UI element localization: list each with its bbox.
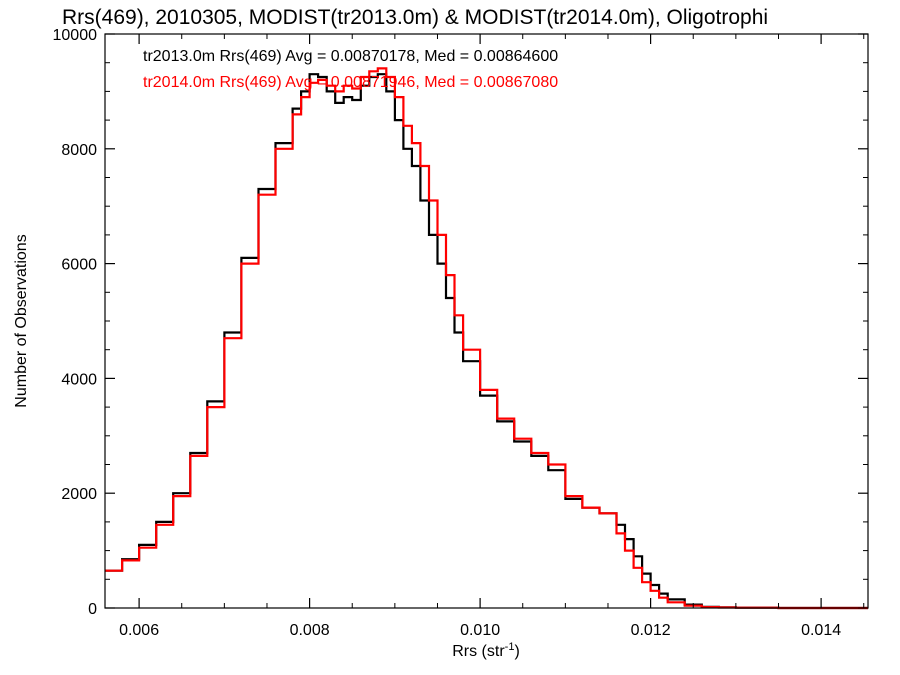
x-tick-label: 0.008	[290, 622, 330, 639]
plot-area	[105, 67, 868, 610]
y-tick-label: 0	[88, 601, 97, 618]
axes: 0.006 0.008 0.010 0.012 0.014 0 2000 4000 6000 80…	[53, 27, 869, 639]
x-tick-label: 0.014	[801, 622, 841, 639]
y-tick-label: 4000	[61, 371, 97, 388]
plot-frame	[104, 33, 869, 609]
series-annotations: tr2013.0m Rrs(469) Avg = 0.00870178, Med…	[143, 48, 558, 91]
y-tick-label: 8000	[61, 142, 97, 159]
annotation-tr2014.0m: tr2014.0m Rrs(469) Avg = 0.00871946, Med…	[143, 74, 558, 91]
annotation-tr2013.0m: tr2013.0m Rrs(469) Avg = 0.00870178, Med…	[143, 48, 558, 65]
x-axis-label-main: Rrs (str	[452, 643, 505, 660]
x-axis-label: Rrs (str-1)	[452, 641, 520, 660]
chart-title: Rrs(469), 2010305, MODIST(tr2013.0m) & M…	[62, 6, 768, 29]
y-tick-label: 10000	[53, 27, 98, 44]
series-line-tr2013.0m	[105, 73, 868, 610]
y-axis-label: Number of Observations	[13, 234, 30, 407]
x-tick-label: 0.012	[631, 622, 671, 639]
y-tick-label: 2000	[61, 486, 97, 503]
x-axis-label-superscript: -1	[505, 641, 515, 653]
x-tick-label: 0.010	[460, 622, 500, 639]
x-axis-label-close: )	[514, 643, 519, 660]
y-tick-label: 6000	[61, 257, 97, 274]
series-line-tr2014.0m	[105, 67, 868, 610]
x-tick-label: 0.006	[119, 622, 159, 639]
